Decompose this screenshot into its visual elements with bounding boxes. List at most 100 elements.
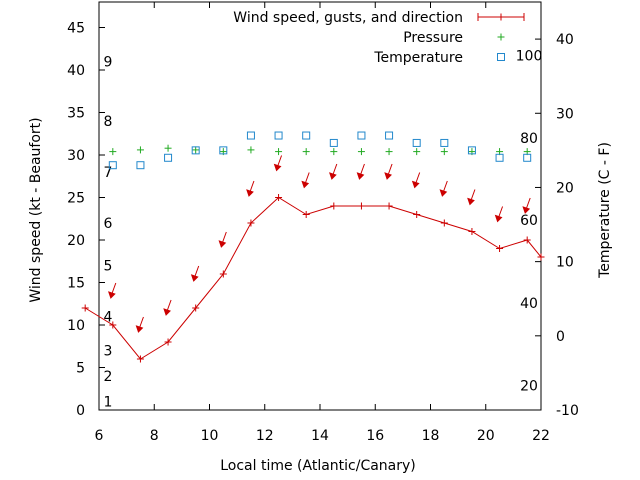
pressure-point [109, 148, 117, 156]
wind-direction-arrow [135, 316, 144, 333]
beaufort-label: 2 [104, 369, 113, 385]
x-tick-label: 22 [532, 428, 550, 444]
pressure-point [136, 146, 144, 154]
beaufort-label: 6 [104, 216, 113, 232]
y-right-tick-label: 20 [556, 180, 574, 196]
pressure-point [413, 148, 421, 156]
y-left-tick-label: 30 [67, 148, 85, 164]
temperature-point [385, 131, 394, 140]
temperature-point [495, 153, 504, 162]
wind-direction-arrow [108, 282, 117, 299]
y-right-tick-label: 10 [556, 255, 574, 271]
x-tick-label: 18 [422, 428, 440, 444]
wind-speed-point [81, 304, 89, 312]
y-left-tick-label: 5 [76, 361, 85, 377]
temperature-point [164, 153, 173, 162]
wind-direction-arrow [273, 155, 283, 172]
beaufort-label: 9 [104, 55, 113, 71]
wind-speed-point [109, 321, 117, 329]
wind-speed-point [164, 338, 172, 346]
legend-label-wind: Wind speed, gusts, and direction [233, 10, 463, 26]
temperature-point [329, 138, 338, 147]
wind-speed-point [523, 236, 531, 244]
wind-speed-point [219, 270, 227, 278]
y-left-tick-label: 0 [76, 403, 85, 419]
legend-label-temperature: Temperature [373, 50, 463, 66]
y-left-tick-label: 15 [67, 276, 85, 292]
pressure-point [164, 144, 172, 152]
wind-direction-arrow [467, 189, 476, 206]
fahrenheit-label: 100 [516, 48, 543, 64]
wind-speed-point [496, 245, 504, 252]
wind-speed-point [385, 202, 393, 210]
y-left-tick-label: 45 [67, 21, 85, 37]
wind-direction-arrow [163, 299, 172, 316]
y-left-tick-label: 20 [67, 233, 85, 249]
temperature-point [246, 131, 255, 140]
wind-speed-point [136, 355, 144, 363]
pressure-point [385, 148, 393, 156]
y-axis-left-label: Wind speed (kt - Beaufort) [28, 117, 44, 302]
wind-direction-arrow [439, 180, 448, 197]
beaufort-label: 5 [104, 259, 113, 275]
wind-speed-line [84, 196, 542, 360]
wind-speed-point [275, 194, 283, 201]
pressure-point [192, 146, 200, 154]
x-tick-label: 20 [477, 428, 495, 444]
wind-direction-arrow [411, 172, 421, 189]
legend-sample-pressure [497, 33, 505, 41]
beaufort-label: 8 [104, 114, 113, 130]
wind-direction-arrow [522, 197, 531, 214]
temperature-point [523, 153, 532, 162]
y-right-tick-label: 30 [556, 106, 574, 122]
pressure-point [275, 148, 283, 156]
fahrenheit-label: 20 [520, 379, 538, 395]
beaufort-label: 4 [104, 310, 113, 326]
wind-direction-arrow [190, 265, 200, 282]
temperature-point [357, 131, 366, 140]
x-tick-label: 12 [256, 428, 274, 444]
x-tick-label: 8 [150, 428, 159, 444]
legend-label-pressure: Pressure [403, 30, 463, 46]
beaufort-label: 7 [104, 165, 113, 181]
temperature-point [136, 161, 145, 170]
wind-direction-arrow [246, 180, 255, 197]
pressure-point [302, 148, 310, 156]
temperature-point [467, 146, 476, 155]
temperature-point [274, 131, 283, 140]
wind-speed-point [247, 219, 255, 227]
temperature-point [108, 161, 117, 170]
pressure-point [330, 148, 338, 156]
y-right-tick-label: 0 [556, 329, 565, 345]
y-right-tick-label: 40 [556, 32, 574, 48]
wind-direction-arrow [301, 172, 310, 189]
y-right-tick-label: -10 [556, 403, 579, 419]
beaufort-label: 1 [104, 395, 113, 411]
y-left-tick-label: 40 [67, 63, 85, 79]
legend-sample-wind [477, 13, 525, 21]
temperature-point [440, 138, 449, 147]
fahrenheit-label: 60 [520, 213, 538, 229]
temperature-point [412, 138, 421, 147]
wind-speed-point [413, 211, 421, 218]
y-left-tick-label: 10 [67, 318, 85, 334]
pressure-point [357, 148, 365, 156]
x-tick-label: 10 [201, 428, 219, 444]
temperature-point [302, 131, 311, 140]
wind-direction-arrow [218, 231, 227, 248]
wind-speed-point [302, 211, 310, 218]
legend-sample-temperature [497, 53, 505, 61]
wind-direction-arrow [494, 206, 504, 223]
wind-speed-point [537, 253, 545, 261]
wind-speed-point [440, 219, 448, 227]
temperature-point [219, 146, 228, 155]
wind-speed-point [468, 228, 476, 235]
y-axis-right-label: Temperature (C - F) [597, 142, 613, 279]
wind-speed-point [330, 202, 338, 210]
fahrenheit-label: 80 [520, 131, 538, 147]
x-tick-label: 14 [311, 428, 329, 444]
wind-direction-arrow [329, 163, 338, 180]
fahrenheit-label: 40 [520, 296, 538, 312]
beaufort-label: 3 [104, 344, 113, 360]
